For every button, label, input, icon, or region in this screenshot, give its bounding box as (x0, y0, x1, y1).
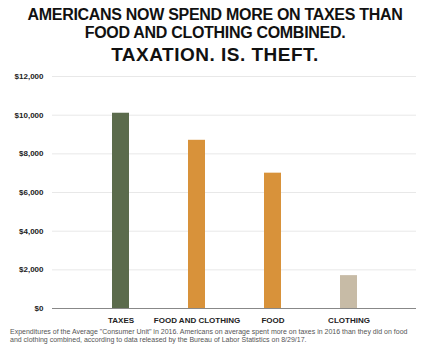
svg-text:$0: $0 (35, 304, 44, 313)
svg-text:$2,000: $2,000 (19, 265, 44, 274)
svg-text:CLOTHING: CLOTHING (328, 316, 370, 325)
svg-text:$4,000: $4,000 (19, 227, 44, 236)
html-text:AMERICANS NOW SPEND MORE ON TA: AMERICANS NOW SPEND MORE ON TAXES THAN F… (27, 6, 403, 41)
svg-text:$10,000: $10,000 (15, 111, 44, 120)
svg-text:$12,000: $12,000 (15, 72, 44, 81)
svg-text:FOOD: FOOD (261, 316, 284, 325)
svg-text:TAXES: TAXES (108, 316, 135, 325)
html-text:Expenditures of the Average "C: Expenditures of the Average "Consumer Un… (10, 328, 408, 343)
svg-text:$6,000: $6,000 (19, 188, 44, 197)
svg-text:FOOD AND CLOTHING: FOOD AND CLOTHING (154, 316, 240, 325)
html-text:TAXATION. IS. THEFT.: TAXATION. IS. THEFT. (111, 44, 319, 65)
svg-text:$8,000: $8,000 (19, 149, 44, 158)
